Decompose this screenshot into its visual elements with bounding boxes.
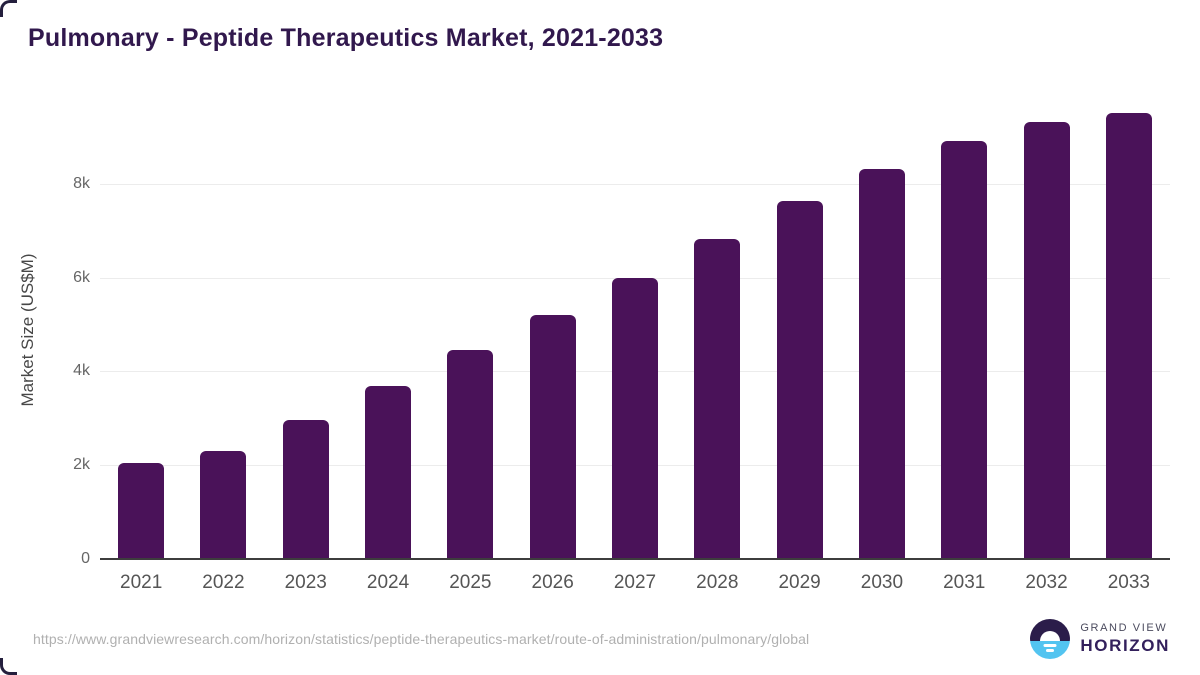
bar-2033[interactable]	[1105, 112, 1152, 558]
x-tick-label: 2032	[1025, 572, 1068, 593]
y-axis-label: Market Size (US$M)	[18, 253, 37, 407]
grand-view-horizon-logo: GRAND VIEW HORIZON	[1030, 619, 1170, 659]
bar-2022[interactable]	[200, 450, 247, 558]
x-tick-label: 2021	[120, 572, 163, 593]
x-tick-label: 2029	[778, 572, 821, 593]
chart-title: Pulmonary - Peptide Therapeutics Market,…	[28, 24, 664, 52]
x-tick-label: 2025	[449, 572, 492, 593]
x-tick-label: 2023	[284, 572, 327, 593]
plot-area: 0 2k 4k 6k 8k 2021 2022 2023 2024 2025 2026 2027 202…	[73, 100, 1170, 593]
bar-2026[interactable]	[529, 314, 576, 558]
x-tick-label: 2031	[943, 572, 986, 593]
logo-brand-line1: GRAND VIEW	[1080, 622, 1168, 635]
logo-reflection-bar-2	[1046, 649, 1055, 652]
bar-2028[interactable]	[694, 238, 741, 558]
chart-footer: https://www.grandviewresearch.com/horizo…	[0, 611, 1200, 667]
y-tick-label: 2k	[73, 455, 90, 473]
bar-2023[interactable]	[282, 420, 329, 558]
bar-2032[interactable]	[1023, 121, 1070, 558]
bar-2024[interactable]	[365, 385, 412, 558]
x-tick-label: 2022	[202, 572, 245, 593]
bar-2021[interactable]	[118, 463, 165, 558]
y-tick-label: 4k	[73, 362, 90, 380]
bar-2030[interactable]	[858, 168, 905, 558]
logo-reflection-bar-1	[1043, 644, 1057, 647]
x-tick-label: 2024	[366, 572, 410, 593]
logo-wordmark: GRAND VIEW HORIZON	[1080, 622, 1170, 655]
y-tick-label: 8k	[73, 175, 90, 193]
x-tick-label: 2033	[1107, 572, 1150, 593]
source-url: https://www.grandviewresearch.com/horizo…	[33, 631, 810, 647]
gridline-8k	[100, 184, 1170, 186]
y-tick-label: 0	[81, 550, 90, 567]
logo-brand-line2: HORIZON	[1080, 636, 1170, 656]
x-tick-label: 2027	[613, 572, 657, 593]
bar-2031[interactable]	[941, 140, 988, 558]
bar-2029[interactable]	[776, 200, 823, 558]
bar-2027[interactable]	[612, 277, 658, 558]
horizon-sun-logo-icon	[1030, 619, 1071, 659]
x-tick-label: 2028	[696, 572, 739, 593]
frame-corner-top-left	[0, 0, 17, 17]
y-tick-label: 6k	[73, 268, 90, 286]
logo-sun-dome	[1040, 631, 1061, 641]
bar-2025[interactable]	[447, 350, 494, 558]
x-tick-label: 2026	[531, 572, 574, 593]
x-tick-label: 2030	[860, 572, 904, 593]
